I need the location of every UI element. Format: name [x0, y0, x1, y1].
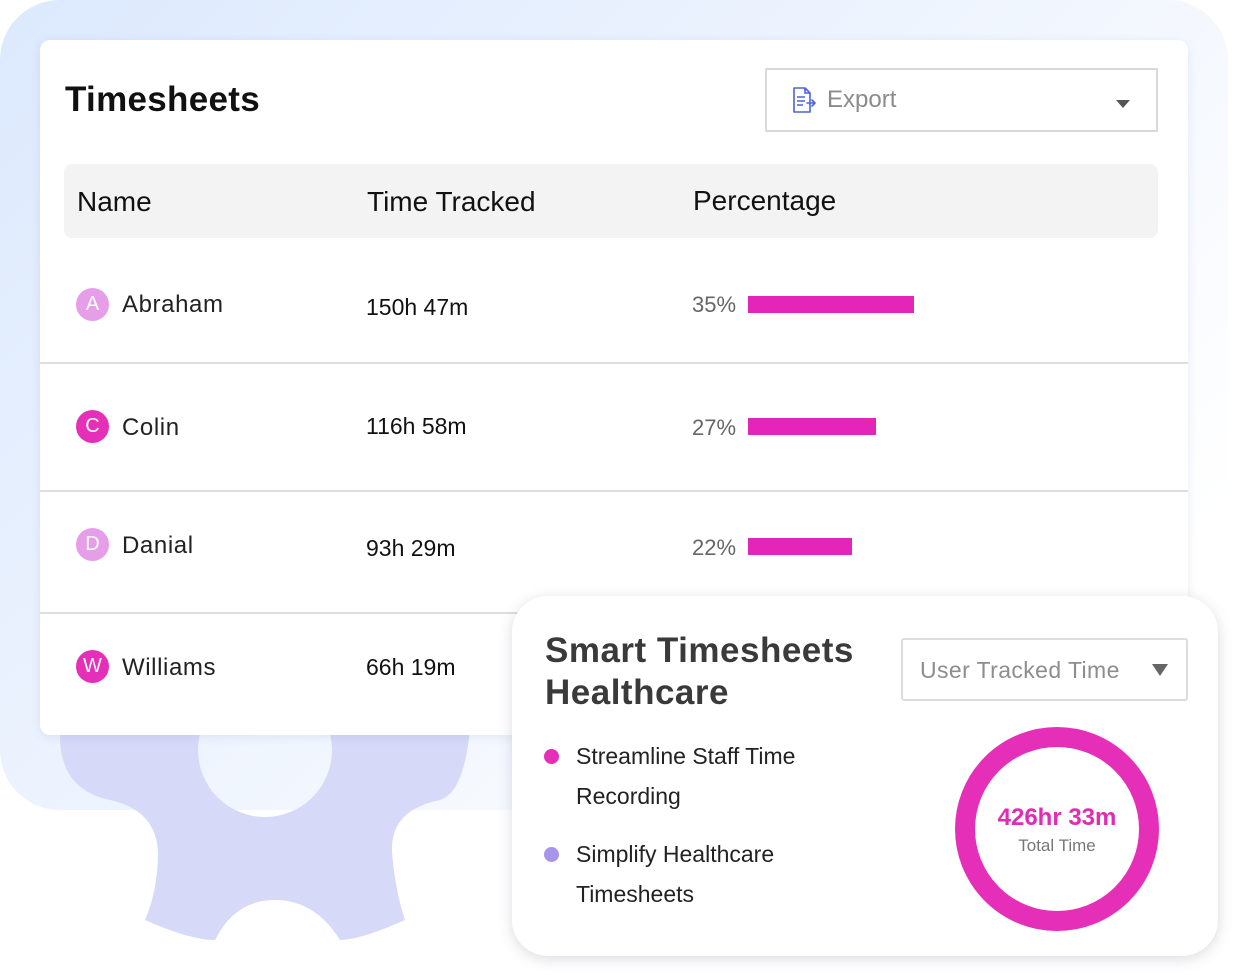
- percentage-value: 27%: [692, 415, 737, 440]
- user-name: Williams: [122, 654, 217, 681]
- feature-text-line: Streamline Staff Time: [576, 743, 796, 769]
- column-header-time-tracked[interactable]: Time Tracked: [367, 186, 536, 217]
- user-name: Colin: [122, 414, 180, 441]
- page-title: Timesheets: [65, 80, 260, 119]
- avatar: C: [76, 410, 109, 443]
- select-label: User Tracked Time: [920, 657, 1120, 683]
- table-row[interactable]: A Abraham 150h 47m 35%: [40, 238, 1188, 364]
- export-document-icon: [793, 87, 816, 113]
- feature-text-line: Recording: [576, 783, 681, 809]
- caret-down-icon: [1152, 664, 1168, 676]
- bullet-dot-icon: [544, 749, 559, 764]
- donut-ring: [955, 727, 1159, 931]
- user-name: Danial: [122, 532, 194, 559]
- column-header-percentage[interactable]: Percentage: [693, 185, 837, 216]
- percentage-bar: [748, 296, 914, 313]
- avatar: D: [76, 528, 109, 561]
- percentage-bar: [748, 418, 876, 435]
- bullet-dot-icon: [544, 847, 559, 862]
- total-time-label: Total Time: [1018, 836, 1096, 855]
- table-header: Name Time Tracked Percentage: [64, 164, 1158, 238]
- column-header-name[interactable]: Name: [77, 186, 152, 217]
- card-title-line-2: Healthcare: [545, 673, 729, 712]
- row-divider: [40, 490, 1188, 492]
- time-tracked: 150h 47m: [366, 294, 469, 320]
- total-time-donut: [955, 727, 1159, 931]
- feature-item: Streamline Staff Time Recording: [576, 736, 876, 816]
- table-row[interactable]: W Williams 66h 19m: [40, 614, 1188, 735]
- user-name: Abraham: [122, 291, 224, 318]
- percentage-value: 35%: [692, 292, 737, 317]
- export-label: Export: [827, 86, 897, 113]
- row-divider: [40, 362, 1188, 364]
- tracked-time-select[interactable]: User Tracked Time: [901, 638, 1188, 701]
- table-row[interactable]: C Colin 116h 58m 27%: [40, 364, 1188, 492]
- avatar: A: [76, 288, 109, 321]
- feature-text-line: Timesheets: [576, 881, 695, 907]
- total-time-value: 426hr 33m: [997, 804, 1117, 831]
- time-tracked: 66h 19m: [366, 654, 456, 680]
- card-title-line-1: Smart Timesheets: [545, 631, 854, 670]
- chevron-down-icon: [1116, 100, 1130, 108]
- avatar: W: [76, 650, 109, 683]
- smart-timesheets-card: Smart Timesheets Healthcare User Tracked…: [512, 596, 1218, 956]
- feature-text-line: Simplify Healthcare: [576, 841, 775, 867]
- export-dropdown[interactable]: Export: [765, 68, 1158, 132]
- card-title: Smart Timesheets Healthcare: [545, 630, 885, 714]
- time-tracked: 116h 58m: [366, 413, 467, 439]
- time-tracked: 93h 29m: [366, 535, 456, 561]
- feature-item: Simplify Healthcare Timesheets: [576, 834, 876, 914]
- percentage-bar: [748, 538, 852, 555]
- percentage-value: 22%: [692, 535, 737, 560]
